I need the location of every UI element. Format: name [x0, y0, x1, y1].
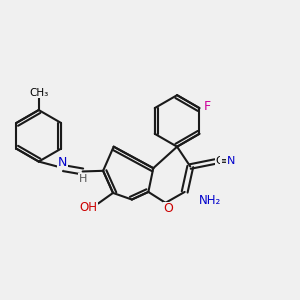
- Text: CH₃: CH₃: [29, 88, 48, 98]
- Text: OH: OH: [79, 201, 97, 214]
- Text: F: F: [204, 100, 211, 113]
- Text: NH₂: NH₂: [199, 194, 222, 207]
- Text: C: C: [215, 156, 223, 166]
- Text: N: N: [227, 156, 235, 166]
- Text: H: H: [78, 174, 87, 184]
- Text: O: O: [163, 202, 173, 215]
- Text: N: N: [58, 156, 67, 169]
- Text: ≡: ≡: [221, 156, 229, 166]
